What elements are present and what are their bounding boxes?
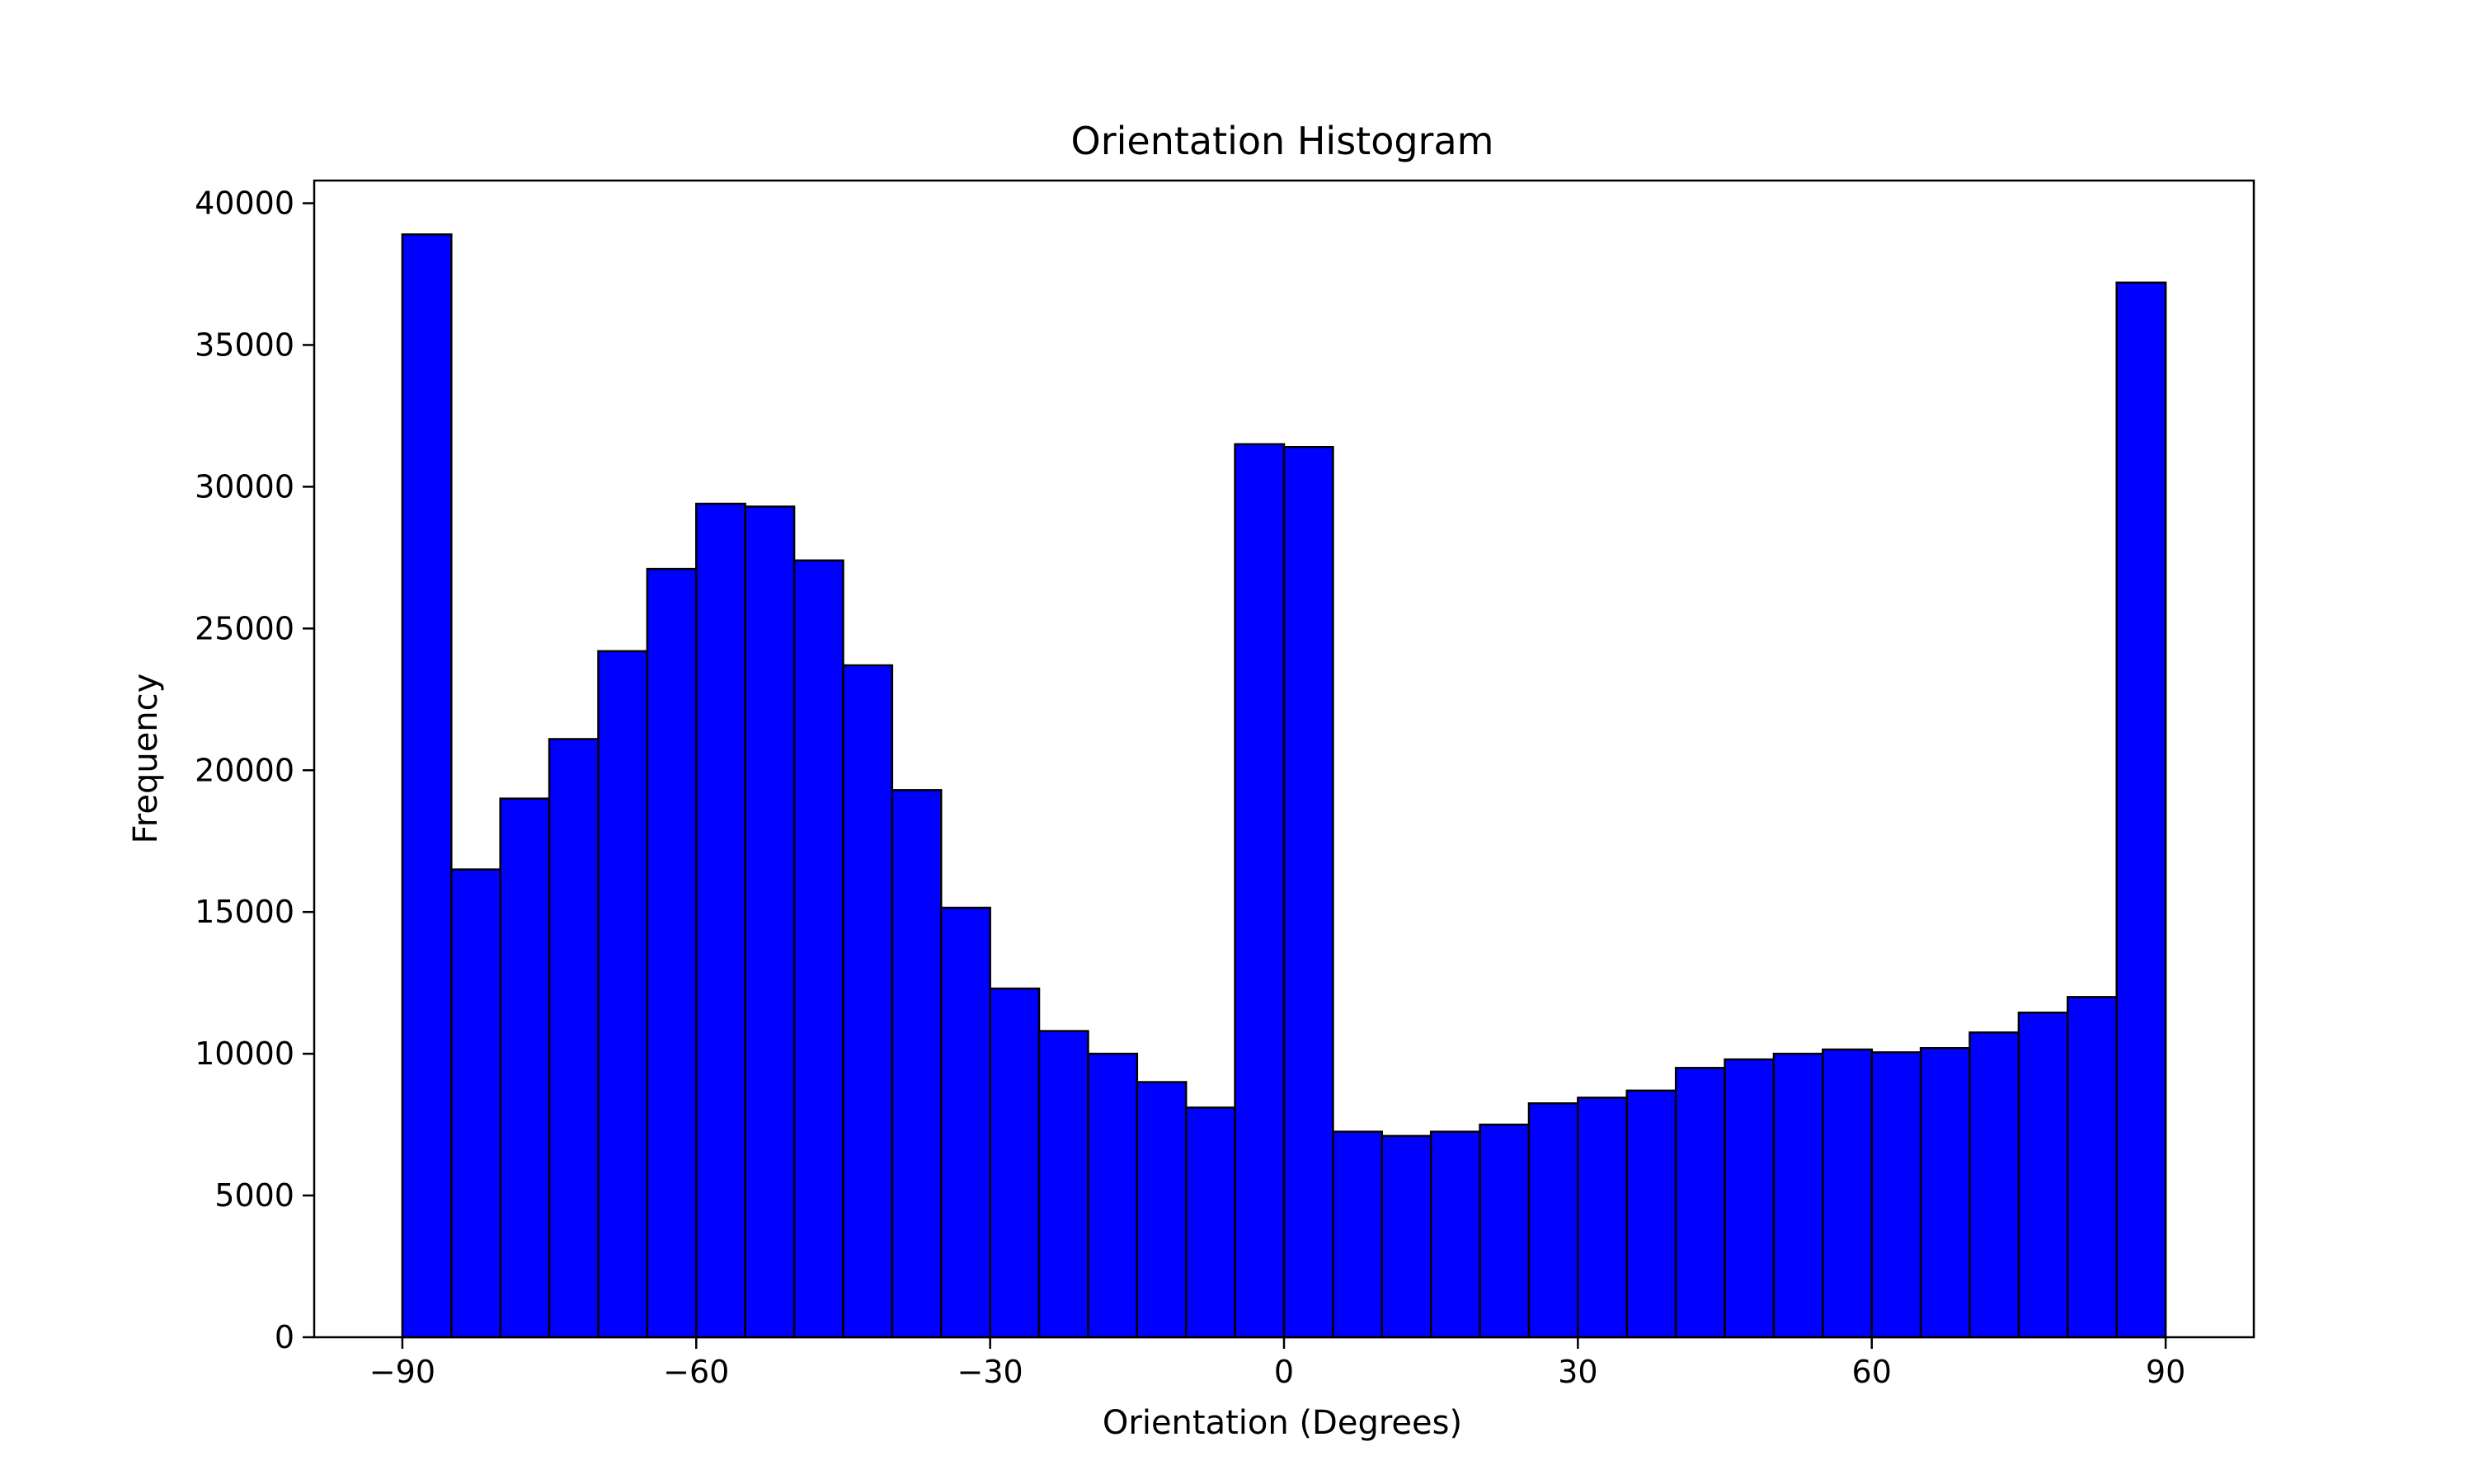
histogram-bar	[989, 987, 1041, 1339]
histogram-bar	[1822, 1048, 1873, 1339]
histogram-bar	[744, 505, 796, 1339]
y-tick-label: 10000	[195, 1036, 294, 1072]
histogram-bar	[646, 567, 698, 1339]
histogram-bar	[1087, 1052, 1139, 1339]
y-tick-label: 30000	[195, 468, 294, 505]
histogram-bar	[597, 650, 649, 1339]
y-axis-ticks: 0 5000 10000 15000 20000 25000 30000 35000 40000	[195, 186, 314, 1355]
y-tick-label: 25000	[195, 610, 294, 646]
bars-group	[401, 233, 2167, 1339]
histogram-bar	[891, 789, 943, 1339]
histogram-bar	[793, 559, 844, 1339]
histogram-bar	[1234, 443, 1286, 1339]
x-axis-ticks: −90 −60 −30 0 30 60 90	[369, 1337, 2185, 1390]
histogram-bar	[1772, 1052, 1824, 1339]
y-axis-label: Frequency	[127, 674, 165, 844]
histogram-bar	[1919, 1047, 1971, 1339]
histogram-bar	[1625, 1089, 1677, 1339]
histogram-bar	[695, 502, 746, 1339]
histogram-bar	[1380, 1134, 1432, 1339]
chart-title: Orientation Histogram	[1071, 119, 1494, 163]
histogram-bar	[450, 868, 501, 1339]
histogram-bar	[1429, 1130, 1481, 1339]
y-tick-label: 0	[275, 1319, 294, 1355]
x-tick-label: −90	[369, 1354, 435, 1390]
histogram-bar	[2017, 1012, 2069, 1339]
histogram-bar	[1968, 1031, 2020, 1339]
histogram-bar	[1724, 1058, 1776, 1339]
histogram-bar	[1870, 1051, 1922, 1339]
y-tick-label: 5000	[214, 1177, 294, 1214]
x-axis-label: Orientation (Degrees)	[1103, 1404, 1462, 1442]
histogram-bar	[2115, 281, 2167, 1339]
histogram-bar	[1136, 1081, 1188, 1339]
histogram-bar	[1527, 1102, 1579, 1339]
histogram-bar	[401, 233, 453, 1339]
histogram-bar	[1577, 1097, 1629, 1339]
x-tick-label: 0	[1274, 1354, 1294, 1390]
histogram-bar	[939, 906, 991, 1339]
histogram-bar	[1674, 1067, 1726, 1339]
histogram-bar	[1037, 1030, 1089, 1339]
x-tick-label: 90	[2146, 1354, 2185, 1390]
y-tick-label: 20000	[195, 752, 294, 788]
x-tick-label: −30	[957, 1354, 1023, 1390]
y-tick-label: 15000	[195, 894, 294, 930]
histogram-bar	[1479, 1123, 1531, 1339]
histogram-bar	[548, 738, 600, 1339]
histogram-bar	[499, 797, 551, 1339]
histogram-bar	[1282, 445, 1334, 1339]
x-tick-label: 60	[1852, 1354, 1892, 1390]
histogram-bar	[1332, 1130, 1384, 1339]
histogram-bar	[842, 664, 894, 1339]
x-tick-label: −60	[663, 1354, 729, 1390]
x-tick-label: 30	[1558, 1354, 1597, 1390]
y-tick-label: 40000	[195, 186, 294, 222]
histogram-bar	[1184, 1106, 1236, 1339]
histogram-bar	[2067, 996, 2118, 1339]
y-tick-label: 35000	[195, 326, 294, 363]
